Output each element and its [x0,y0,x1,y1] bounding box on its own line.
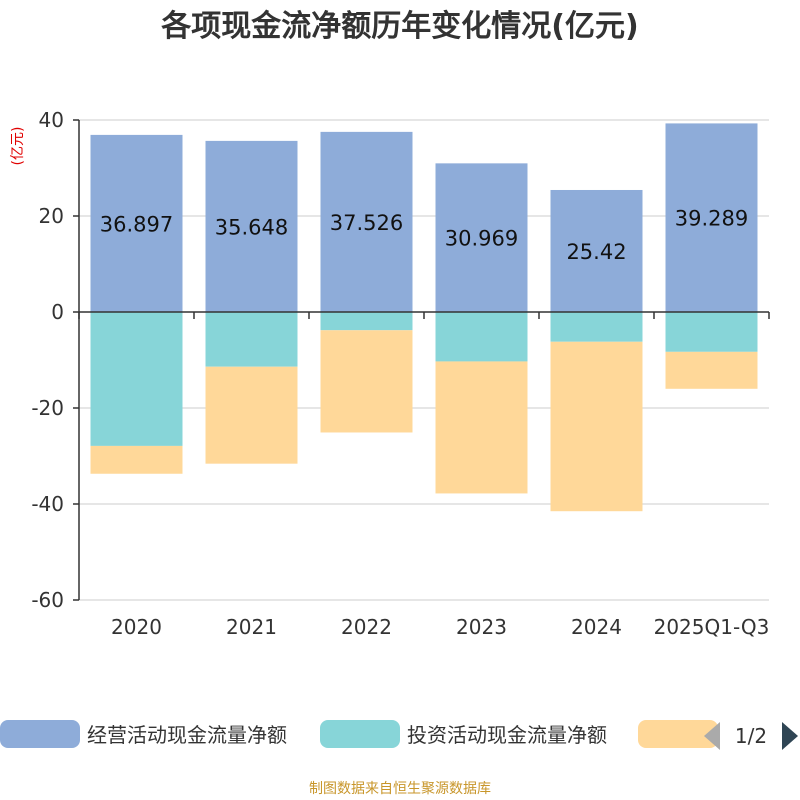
x-tick-label: 2023 [456,615,507,639]
bar-series2-2024 [550,312,643,342]
legend-next-page-icon[interactable] [782,722,798,750]
legend-pager: 1/2 [704,722,798,750]
data-source-note: 制图数据来自恒生聚源数据库 [309,781,491,797]
legend-prev-page-icon[interactable] [704,722,720,750]
legend-item-3[interactable] [638,720,718,748]
bar-series3-2021 [205,366,298,464]
x-tick-label: 2025Q1-Q3 [654,615,770,639]
legend-page-indicator: 1/2 [735,724,767,748]
data-labels: 36.897 35.648 37.526 30.969 25.42 39.289 [100,207,748,264]
y-tick-label: 0 [51,300,64,324]
legend-swatch [320,720,400,748]
bar-series1-2020 [90,134,183,312]
bar-series3-2024 [550,341,643,512]
bar-series2-2025Q1-Q3 [665,312,758,352]
y-axis-unit-label: (亿元) [10,127,26,166]
data-label: 30.969 [445,227,518,251]
bar-series1-2022 [320,131,413,312]
legend-item-2[interactable]: 投资活动现金流量净额 [320,720,607,748]
bar-series2-2020 [90,312,183,446]
bars [90,123,758,512]
y-tick-label: -40 [31,492,64,516]
data-label: 35.648 [215,215,288,239]
bar-series3-2023 [435,361,528,494]
legend-swatch [638,720,718,748]
legend: 经营活动现金流量净额 投资活动现金流量净额 [0,720,718,748]
data-label: 39.289 [675,207,748,231]
y-tick-label: 40 [39,108,64,132]
legend-label: 投资活动现金流量净额 [407,723,607,747]
legend-item-1[interactable]: 经营活动现金流量净额 [0,720,287,748]
bar-series1-2023 [435,163,528,312]
y-tick-label: -20 [31,396,64,420]
bar-series2-2023 [435,312,528,362]
y-tick-label: 20 [39,204,64,228]
data-label: 37.526 [330,211,403,235]
y-tick-label: -60 [31,588,64,612]
legend-label: 经营活动现金流量净额 [87,723,287,747]
gridlines [79,119,769,601]
bar-series2-2021 [205,312,298,367]
bar-series3-2025Q1-Q3 [665,351,758,389]
bar-series1-2024 [550,189,643,312]
x-tick-label: 2024 [571,615,622,639]
x-tick-label: 2020 [111,615,162,639]
bar-series1-2025Q1-Q3 [665,123,758,312]
bar-series3-2020 [90,445,183,474]
bar-series2-2022 [320,312,413,331]
bar-series3-2022 [320,330,413,433]
data-label: 25.42 [566,240,626,264]
chart-title: 各项现金流净额历年变化情况(亿元) [160,9,638,44]
x-tick-label: 2022 [341,615,392,639]
data-label: 36.897 [100,212,173,236]
legend-swatch [0,720,80,748]
axes: 40 20 0 -20 -40 -60 2020 2021 2022 2023 2024 2025Q1… [31,108,770,639]
x-tick-label: 2021 [226,615,277,639]
bar-series1-2021 [205,140,298,312]
